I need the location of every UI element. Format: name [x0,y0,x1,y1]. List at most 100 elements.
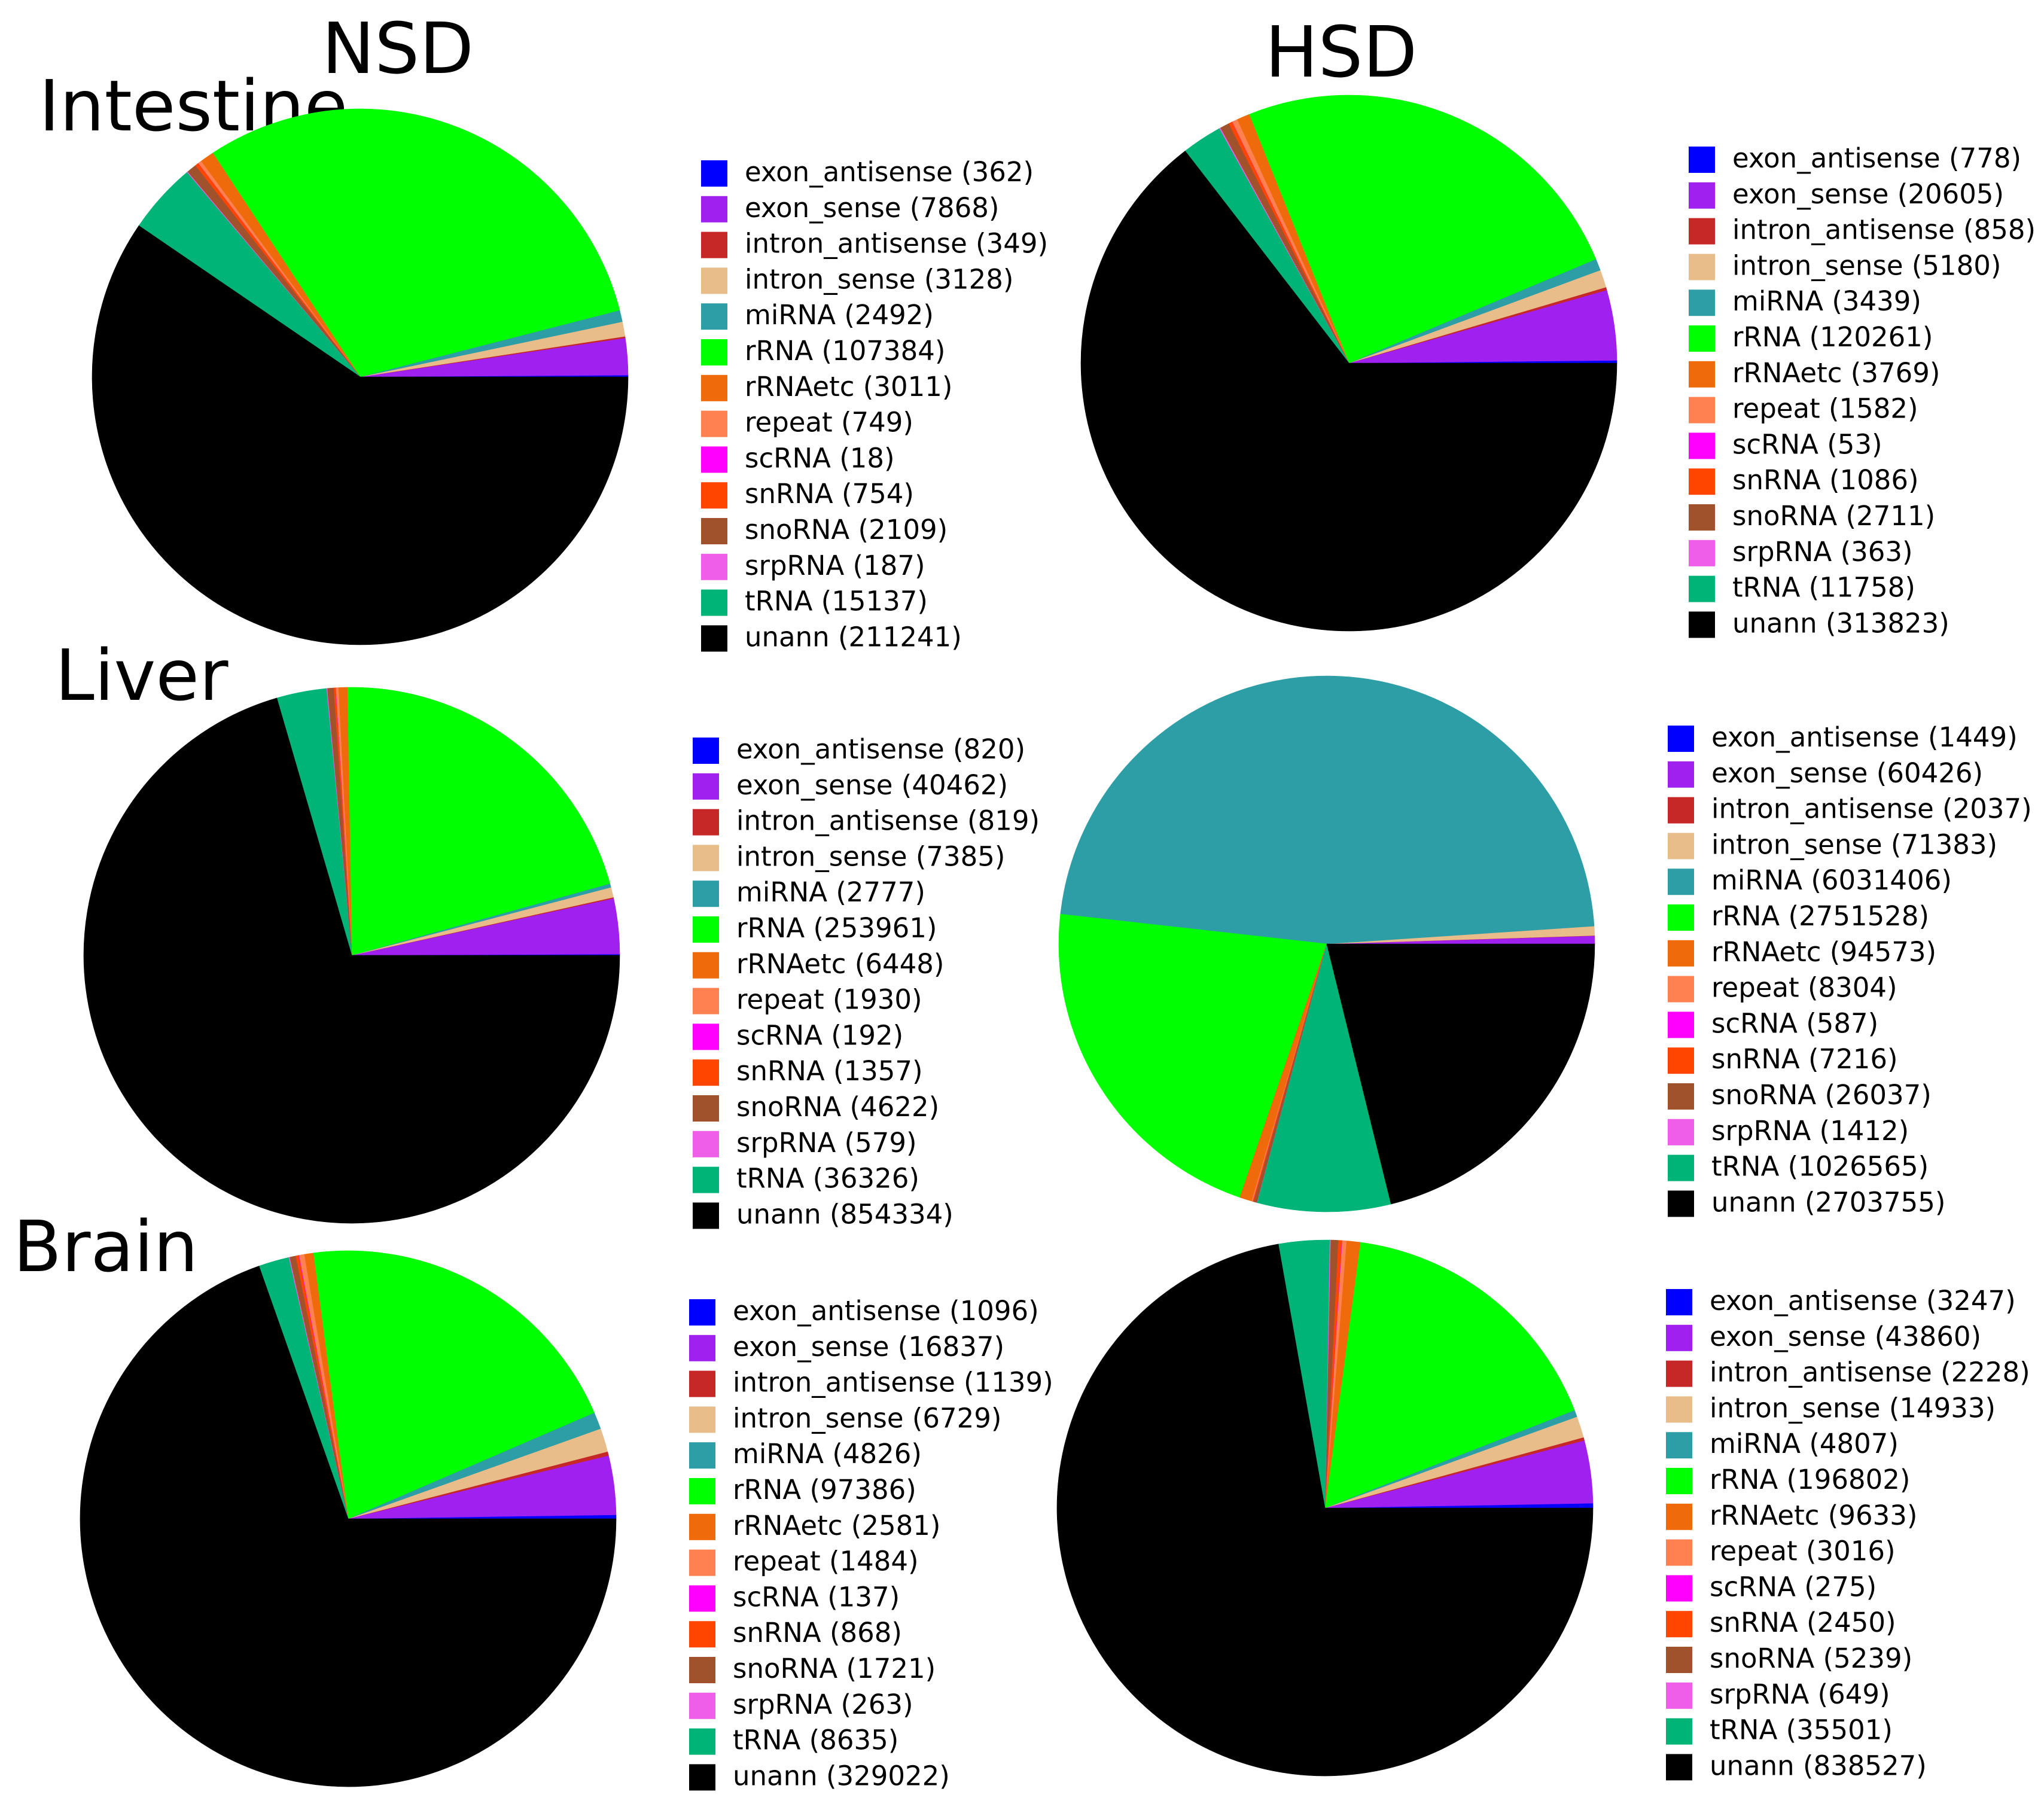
legend-swatch-scRNA [1666,1575,1692,1602]
legend-label-intron_antisense: intron_antisense (1139) [733,1367,1053,1398]
legend-swatch-exon_sense [1666,1324,1692,1351]
pie-slice-tRNA [1257,943,1391,1212]
legend-label-rRNAetc: rRNAetc (3011) [745,371,952,403]
legend-label-exon_sense: exon_sense (16837) [733,1331,1004,1363]
legend-label-scRNA: scRNA (137) [733,1581,900,1613]
legend: exon_antisense (3247) exon_sense (43860) i… [1666,1285,2030,1781]
legend-swatch-miRNA [693,880,719,907]
legend-label-rRNA: rRNA (120261) [1732,321,1933,353]
legend-label-rRNAetc: rRNAetc (94573) [1711,936,1936,968]
legend-swatch-snoRNA [693,1095,719,1122]
legend-label-scRNA: scRNA (53) [1732,428,1882,460]
legend-label-repeat: repeat (3016) [1710,1535,1896,1567]
legend-swatch-tRNA [1689,575,1715,602]
pie-slice-unann [83,697,620,1224]
legend-label-intron_sense: intron_sense (71383) [1711,828,1997,860]
pie-slice-unann [1326,943,1595,1205]
pie-slice-rRNA [1058,913,1327,1198]
legend-swatch-repeat [701,410,727,437]
legend-swatch-unann [1668,1190,1694,1217]
legend-label-unann: unann (211241) [745,621,962,653]
legend-label-snRNA: snRNA (868) [733,1617,902,1649]
legend-label-rRNA: rRNA (196802) [1710,1464,1910,1495]
legend-swatch-srpRNA [1668,1119,1694,1145]
legend-swatch-intron_antisense [1689,218,1715,245]
legend-swatch-unann [1666,1754,1692,1781]
pie-panel-intestine-hsd: exon_antisense (778) exon_sense (20605) in… [1080,95,2036,639]
legend-swatch-unann [701,625,727,652]
legend-swatch-tRNA [689,1728,715,1755]
legend-label-rRNAetc: rRNAetc (2581) [733,1510,940,1541]
legend-swatch-srpRNA [689,1692,715,1719]
legend-swatch-repeat [1666,1539,1692,1566]
pie-slice-miRNA [1060,675,1595,944]
legend-label-srpRNA: srpRNA (649) [1710,1678,1890,1710]
legend-label-exon_antisense: exon_antisense (1449) [1711,721,2018,753]
legend-label-intron_sense: intron_sense (14933) [1710,1392,1996,1424]
legend-label-intron_sense: intron_sense (7385) [736,840,1005,872]
legend-label-exon_antisense: exon_antisense (820) [736,733,1025,765]
legend-swatch-scRNA [701,446,727,473]
legend-swatch-snoRNA [1668,1083,1694,1110]
legend-label-miRNA: miRNA (4807) [1710,1428,1899,1460]
legend-label-repeat: repeat (1582) [1732,393,1918,425]
legend-swatch-intron_sense [701,267,727,294]
legend-swatch-exon_sense [701,196,727,223]
legend-swatch-miRNA [701,303,727,330]
legend-label-snRNA: snRNA (754) [745,478,914,510]
legend-swatch-tRNA [693,1166,719,1193]
legend-label-intron_antisense: intron_antisense (819) [736,805,1040,837]
row-title-liver: Liver [55,634,229,717]
legend-label-intron_sense: intron_sense (3128) [745,263,1013,295]
legend-label-miRNA: miRNA (6031406) [1711,864,1952,896]
legend-swatch-intron_antisense [693,809,719,836]
legend-label-unann: unann (329022) [733,1760,950,1791]
legend-swatch-exon_antisense [1668,726,1694,752]
legend-label-exon_antisense: exon_antisense (1096) [733,1295,1039,1327]
legend-swatch-intron_sense [689,1406,715,1433]
legend-label-snRNA: snRNA (1086) [1732,464,1919,496]
legend-swatch-intron_sense [1666,1396,1692,1423]
legend-label-unann: unann (313823) [1732,607,1949,639]
legend-swatch-miRNA [1689,290,1715,316]
legend-swatch-repeat [693,988,719,1014]
legend-label-rRNA: rRNA (253961) [736,912,937,944]
legend-label-scRNA: scRNA (192) [736,1019,903,1051]
legend: exon_antisense (820) exon_sense (40462) in… [693,733,1040,1230]
legend-label-intron_antisense: intron_antisense (858) [1732,214,2036,246]
legend-swatch-unann [693,1202,719,1229]
legend-label-snoRNA: snoRNA (2711) [1732,500,1935,532]
legend-swatch-scRNA [1668,1011,1694,1038]
legend-swatch-tRNA [1666,1718,1692,1745]
legend-swatch-miRNA [689,1442,715,1469]
legend-swatch-exon_antisense [689,1299,715,1326]
pie-slice-rRNA [212,108,620,377]
legend-label-snoRNA: snoRNA (1721) [733,1653,936,1684]
legend-swatch-rRNA [1666,1468,1692,1494]
column-title-nsd: NSD [322,7,474,90]
legend-label-tRNA: tRNA (1026565) [1711,1151,1929,1183]
legend-swatch-intron_antisense [1668,797,1694,824]
legend-label-rRNA: rRNA (2751528) [1711,900,1929,932]
legend-label-miRNA: miRNA (3439) [1732,285,1921,317]
legend-swatch-repeat [1689,397,1715,423]
legend-label-intron_antisense: intron_antisense (2228) [1710,1357,2030,1388]
legend-label-snoRNA: snoRNA (2109) [745,514,948,546]
pie-slice-rRNA [313,1250,595,1519]
legend-swatch-rRNAetc [701,374,727,401]
legend-label-repeat: repeat (1484) [733,1546,919,1577]
legend-swatch-rRNA [693,916,719,943]
legend-swatch-srpRNA [701,553,727,580]
legend-swatch-rRNA [701,339,727,365]
legend-swatch-intron_sense [1668,833,1694,860]
legend-swatch-rRNAetc [1668,940,1694,967]
pie-slice-rRNA [1248,95,1597,364]
legend-swatch-snoRNA [689,1657,715,1683]
legend-swatch-snRNA [689,1621,715,1648]
legend-swatch-repeat [1668,976,1694,1003]
legend-label-unann: unann (2703755) [1711,1186,1946,1218]
legend-label-snoRNA: snoRNA (5239) [1710,1643,1912,1674]
legend-label-exon_antisense: exon_antisense (778) [1732,142,2021,174]
legend-label-tRNA: tRNA (15137) [745,586,928,617]
pie-slice-unann [92,225,629,645]
